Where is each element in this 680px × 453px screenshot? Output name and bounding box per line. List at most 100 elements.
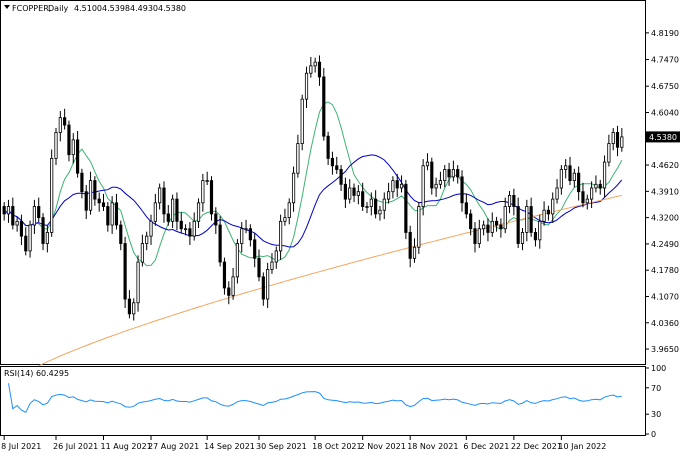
candle-down bbox=[218, 224, 222, 263]
candle-up bbox=[201, 180, 205, 204]
dropdown-triangle-icon[interactable] bbox=[4, 5, 10, 9]
candle-up bbox=[192, 220, 196, 237]
ohlc-low: 4.4930 bbox=[130, 4, 158, 13]
candle-up bbox=[590, 187, 594, 200]
candle-up bbox=[231, 276, 235, 296]
time-tick-label: 11 Aug 2021 bbox=[101, 442, 152, 451]
ohlc-close: 4.5380 bbox=[158, 4, 186, 13]
candle-up bbox=[443, 169, 447, 181]
candle-down bbox=[343, 183, 347, 200]
candle-down bbox=[214, 213, 218, 226]
candle-up bbox=[417, 206, 421, 248]
candle-up bbox=[551, 198, 555, 215]
candle-down bbox=[41, 217, 45, 244]
candle-down bbox=[166, 213, 170, 222]
candle-up bbox=[183, 228, 188, 231]
candle-down bbox=[114, 202, 119, 226]
candle-up bbox=[279, 220, 283, 252]
time-tick-label: 18 Nov 2021 bbox=[407, 442, 458, 451]
rsi-line bbox=[8, 383, 622, 413]
candle-up bbox=[438, 180, 443, 185]
candle-down bbox=[76, 139, 80, 174]
candle-up bbox=[520, 232, 525, 244]
candle-up bbox=[45, 232, 49, 244]
rsi-tick-label: 30 bbox=[651, 410, 661, 419]
candle-up bbox=[434, 183, 438, 189]
time-tick-label: 6 Dec 2021 bbox=[463, 442, 509, 451]
candle-down bbox=[546, 209, 550, 215]
candle-down bbox=[404, 183, 408, 233]
candle-up bbox=[149, 220, 153, 237]
candle-down bbox=[352, 187, 356, 196]
price-tick-label: 4.8190 bbox=[651, 29, 679, 38]
time-tick-label: 8 Jul 2021 bbox=[1, 442, 41, 451]
price-tick-label: 4.7470 bbox=[651, 56, 679, 65]
candle-down bbox=[80, 172, 84, 193]
candle-up bbox=[391, 180, 395, 193]
candle-up bbox=[110, 202, 114, 226]
candle-up bbox=[32, 206, 36, 226]
candle-up bbox=[387, 191, 391, 200]
candle-down bbox=[179, 220, 183, 230]
candle-down bbox=[2, 206, 6, 215]
candle-down bbox=[464, 202, 468, 215]
candle-down bbox=[253, 239, 257, 259]
candle-down bbox=[227, 287, 231, 296]
candle-down bbox=[577, 172, 581, 193]
candle-up bbox=[482, 224, 486, 230]
candle-up bbox=[132, 302, 136, 315]
candle-down bbox=[261, 276, 265, 300]
candle-up bbox=[140, 243, 144, 263]
candle-up bbox=[54, 132, 58, 159]
candle-up bbox=[171, 198, 175, 222]
candle-down bbox=[447, 169, 451, 178]
candle-down bbox=[473, 228, 477, 244]
ohlc-open: 4.5100 bbox=[74, 4, 102, 13]
candle-up bbox=[356, 191, 360, 196]
time-tick-label: 18 Oct 2021 bbox=[312, 442, 361, 451]
candle-up bbox=[412, 246, 417, 259]
time-tick-label: 22 Dec 2021 bbox=[511, 442, 562, 451]
candle-down bbox=[430, 161, 434, 189]
candle-up bbox=[382, 198, 386, 211]
candle-up bbox=[525, 206, 529, 233]
price-tick-label: 4.6750 bbox=[651, 82, 679, 91]
candle-up bbox=[607, 143, 611, 163]
price-tick-label: 4.3200 bbox=[651, 214, 679, 223]
candle-up bbox=[611, 132, 615, 144]
last-price-label: 4.5380 bbox=[649, 133, 677, 142]
candle-up bbox=[240, 228, 244, 244]
last-price-tag bbox=[646, 131, 680, 143]
candle-up bbox=[421, 165, 425, 207]
candle-down bbox=[529, 206, 533, 233]
candle-down bbox=[326, 135, 330, 159]
candle-up bbox=[602, 161, 607, 189]
candle-up bbox=[365, 206, 369, 208]
candle-down bbox=[84, 191, 88, 211]
candle-down bbox=[335, 165, 339, 170]
candle-down bbox=[598, 183, 602, 189]
price-tick-label: 4.3910 bbox=[651, 187, 679, 196]
candle-down bbox=[615, 132, 620, 148]
candle-up bbox=[296, 143, 300, 174]
price-tick-label: 4.4620 bbox=[651, 161, 679, 170]
candle-down bbox=[469, 213, 473, 230]
candle-up bbox=[6, 206, 11, 215]
rsi-axis: 100 70 30 0 bbox=[645, 364, 666, 439]
candle-up bbox=[542, 209, 546, 222]
rsi-panel-frame bbox=[0, 366, 646, 436]
candle-up bbox=[477, 228, 481, 244]
price-tick-label: 4.6040 bbox=[651, 108, 679, 117]
candle-down bbox=[24, 235, 28, 252]
candle-down bbox=[67, 124, 71, 156]
candle-down bbox=[175, 198, 179, 222]
candle-down bbox=[93, 180, 97, 200]
candle-down bbox=[123, 243, 127, 300]
candle-up bbox=[538, 220, 542, 241]
candle-up bbox=[309, 65, 313, 74]
candle-up bbox=[555, 187, 559, 200]
candle-up bbox=[313, 61, 317, 67]
candle-up bbox=[425, 161, 430, 167]
candle-up bbox=[572, 172, 576, 181]
